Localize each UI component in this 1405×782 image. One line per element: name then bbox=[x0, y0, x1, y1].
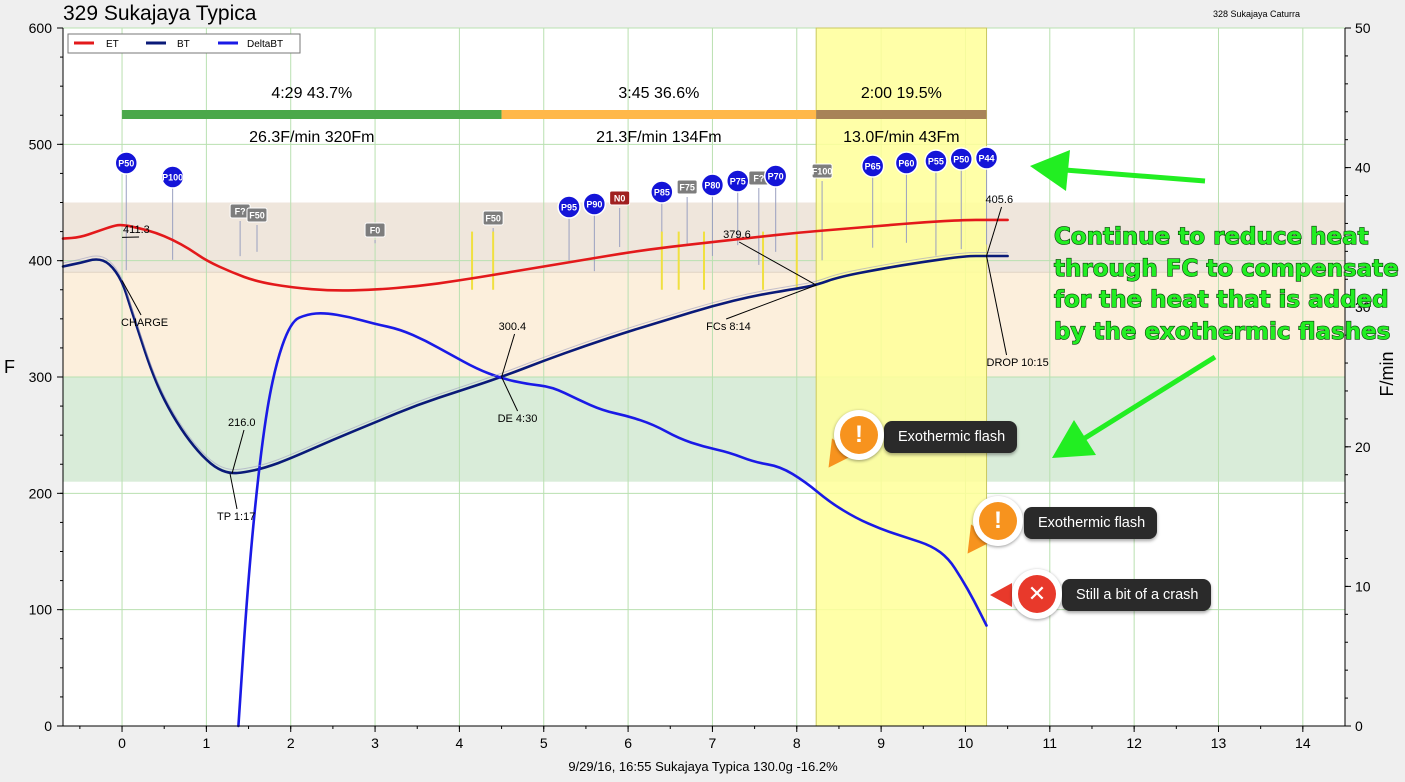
x-tick-label: 14 bbox=[1295, 735, 1311, 751]
marker-label: F100 bbox=[812, 167, 833, 177]
chart-title: 329 Sukajaya Typica bbox=[63, 2, 257, 25]
x-tick-label: 5 bbox=[540, 735, 548, 751]
y-tick-label-left: 400 bbox=[29, 253, 53, 269]
exothermic-flash-bubble-2: Exothermic flash bbox=[1024, 507, 1157, 539]
y-tick-label-left: 300 bbox=[29, 369, 53, 385]
crash-bubble: Still a bit of a crash bbox=[1062, 579, 1211, 611]
marker-label: P75 bbox=[730, 177, 746, 187]
x-tick-label: 7 bbox=[709, 735, 717, 751]
y-tick-label-right: 10 bbox=[1355, 578, 1371, 594]
marker-label: P50 bbox=[118, 159, 134, 169]
marker-label: F50 bbox=[249, 211, 265, 221]
error-icon: ✕ bbox=[1012, 569, 1062, 619]
marker-label: P90 bbox=[586, 200, 602, 210]
legend-bt: BT bbox=[177, 39, 190, 50]
bubble-3-tail bbox=[990, 583, 1012, 607]
x-tick-label: 4 bbox=[456, 735, 464, 751]
y-tick-label-left: 100 bbox=[29, 602, 53, 618]
marker-label: P44 bbox=[979, 154, 995, 164]
event-label: FCs 8:14 bbox=[706, 321, 751, 333]
temp-label: 405.6 bbox=[986, 194, 1014, 206]
y-axis-label-right: F/min bbox=[1377, 352, 1397, 397]
temp-label: 379.6 bbox=[723, 229, 751, 241]
phase-bar bbox=[502, 110, 817, 119]
y-tick-label-left: 600 bbox=[29, 20, 53, 36]
phase-time-pct: 3:45 36.6% bbox=[618, 85, 699, 102]
phase-rate-area: 26.3F/min 320Fm bbox=[249, 129, 374, 146]
x-tick-label: 3 bbox=[371, 735, 379, 751]
event-label: DROP 10:15 bbox=[987, 357, 1049, 369]
y-tick-label-right: 20 bbox=[1355, 439, 1371, 455]
x-tick-label: 11 bbox=[1043, 735, 1058, 751]
marker-label: F75 bbox=[679, 183, 695, 193]
phase-time-pct: 2:00 19.5% bbox=[861, 85, 942, 102]
x-tick-label: 6 bbox=[624, 735, 632, 751]
marker-label: P55 bbox=[928, 157, 944, 167]
bubble-3-text: Still a bit of a crash bbox=[1076, 587, 1199, 603]
x-tick-label: 9 bbox=[877, 735, 885, 751]
marker-label: P100 bbox=[162, 173, 183, 183]
phase-bar bbox=[816, 110, 986, 119]
marker-label: P65 bbox=[865, 162, 881, 172]
event-label: TP 1:17 bbox=[217, 511, 255, 523]
warning-icon: ! bbox=[834, 410, 884, 460]
event-label: DE 4:30 bbox=[498, 413, 538, 425]
main-callout-text: Continue to reduce heat through FC to co… bbox=[1054, 222, 1399, 348]
event-label: CHARGE bbox=[121, 317, 168, 329]
y-tick-label-left: 200 bbox=[29, 485, 53, 501]
marker-label: P80 bbox=[704, 181, 720, 191]
x-tick-label: 1 bbox=[202, 735, 210, 751]
y-tick-label-right: 50 bbox=[1355, 20, 1371, 36]
y-tick-label-left: 0 bbox=[44, 718, 52, 734]
phase-bar bbox=[122, 110, 502, 119]
bubble-2-text: Exothermic flash bbox=[1038, 515, 1145, 531]
legend: ET BT DeltaBT bbox=[68, 34, 300, 53]
temp-label: 216.0 bbox=[228, 417, 256, 429]
y-axis-label-left: F bbox=[4, 357, 15, 377]
legend-et: ET bbox=[106, 39, 119, 50]
marker-label: P85 bbox=[654, 188, 670, 198]
x-tick-label: 10 bbox=[958, 735, 974, 751]
legend-deltabt: DeltaBT bbox=[247, 39, 283, 50]
y-tick-label-left: 500 bbox=[29, 136, 53, 152]
marker-label: F50 bbox=[485, 214, 501, 224]
x-tick-label: 12 bbox=[1126, 735, 1142, 751]
y-tick-label-right: 0 bbox=[1355, 718, 1363, 734]
marker-label: F0 bbox=[370, 226, 381, 236]
marker-label: P70 bbox=[768, 172, 784, 182]
marker-label: F? bbox=[753, 174, 764, 184]
background-profile-label: 328 Sukajaya Caturra bbox=[1213, 9, 1300, 19]
marker-label: N0 bbox=[614, 194, 626, 204]
marker-label: P60 bbox=[898, 159, 914, 169]
marker-label: F? bbox=[235, 207, 246, 217]
temp-label: 411.3 bbox=[123, 224, 150, 236]
band-drying bbox=[63, 377, 1345, 482]
warning-icon: ! bbox=[973, 496, 1023, 546]
exothermic-flash-bubble-1: Exothermic flash bbox=[884, 421, 1017, 453]
x-tick-label: 13 bbox=[1211, 735, 1227, 751]
temp-label: 300.4 bbox=[499, 321, 527, 333]
phase-time-pct: 4:29 43.7% bbox=[271, 85, 352, 102]
y-tick-label-right: 40 bbox=[1355, 160, 1371, 176]
footer-text: 9/29/16, 16:55 Sukajaya Typica 130.0g -1… bbox=[568, 759, 838, 774]
marker-label: P95 bbox=[561, 203, 577, 213]
marker-label: P50 bbox=[953, 155, 969, 165]
x-tick-label: 8 bbox=[793, 735, 801, 751]
phase-rate-area: 13.0F/min 43Fm bbox=[843, 129, 959, 146]
x-tick-label: 0 bbox=[118, 735, 126, 751]
phase-rate-area: 21.3F/min 134Fm bbox=[596, 129, 721, 146]
x-tick-label: 2 bbox=[287, 735, 295, 751]
bubble-1-text: Exothermic flash bbox=[898, 429, 1005, 445]
